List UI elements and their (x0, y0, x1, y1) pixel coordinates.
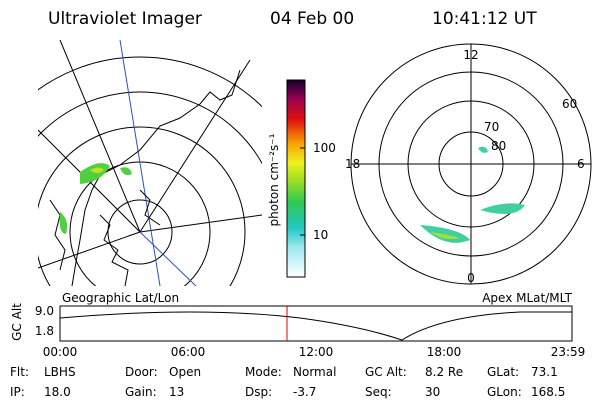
time-tick: 00:00 (43, 345, 78, 359)
colorbar-label: photon cm⁻²s⁻¹ (267, 133, 281, 226)
status-label: Seq: (365, 385, 392, 399)
mlt-label: 0 (467, 271, 475, 285)
status-value: 30 (425, 385, 440, 399)
status-value: Normal (293, 365, 336, 379)
mlat-label: 80 (491, 139, 506, 153)
time-tick: 23:59 (551, 345, 586, 359)
polar-map (350, 43, 592, 285)
mlat-label: 70 (484, 120, 499, 134)
status-label: Flt: (10, 365, 29, 379)
colorbar-tick: 10 (313, 228, 328, 242)
status-value: 13 (169, 385, 184, 399)
altitude-label: GC Alt (10, 303, 24, 341)
status-value: 73.1 (531, 365, 558, 379)
status-value: 168.5 (531, 385, 565, 399)
altitude-tick: 9.0 (35, 304, 54, 318)
date: 04 Feb 00 (270, 9, 354, 29)
time: 10:41:12 UT (432, 9, 537, 29)
status-label: Mode: (245, 365, 282, 379)
status-value: 18.0 (44, 385, 71, 399)
title: Ultraviolet Imager (48, 9, 202, 29)
status-label: GLon: (487, 385, 522, 399)
status-value: LBHS (44, 365, 76, 379)
status-label: Dsp: (245, 385, 272, 399)
time-tick: 12:00 (299, 345, 334, 359)
mlat-label: 60 (562, 97, 577, 111)
status-panel: Flt: LBHS Door: Open Mode: Normal GC Alt: 8.2 R… (10, 365, 565, 399)
status-label: GC Alt: (365, 365, 407, 379)
mlt-label: 18 (345, 157, 360, 171)
mlt-label: 6 (577, 157, 585, 171)
status-label: Gain: (125, 385, 157, 399)
status-value: -3.7 (293, 385, 316, 399)
colorbar (286, 79, 306, 278)
geographic-map (38, 40, 262, 286)
status-value: Open (169, 365, 201, 379)
right-map-label: Apex MLat/MLT (482, 291, 572, 305)
altitude-curve (59, 311, 572, 341)
colorbar-tick: 100 (313, 141, 336, 155)
time-tick: 06:00 (171, 345, 206, 359)
left-map-label: Geographic Lat/Lon (62, 291, 179, 305)
mlt-label: 12 (463, 48, 478, 62)
status-label: Door: (125, 365, 158, 379)
status-label: GLat: (487, 365, 519, 379)
status-label: IP: (10, 385, 25, 399)
altitude-tick: 1.8 (35, 324, 54, 338)
altitude-plot-frame (59, 305, 573, 342)
time-tick: 18:00 (427, 345, 462, 359)
status-value: 8.2 Re (425, 365, 463, 379)
